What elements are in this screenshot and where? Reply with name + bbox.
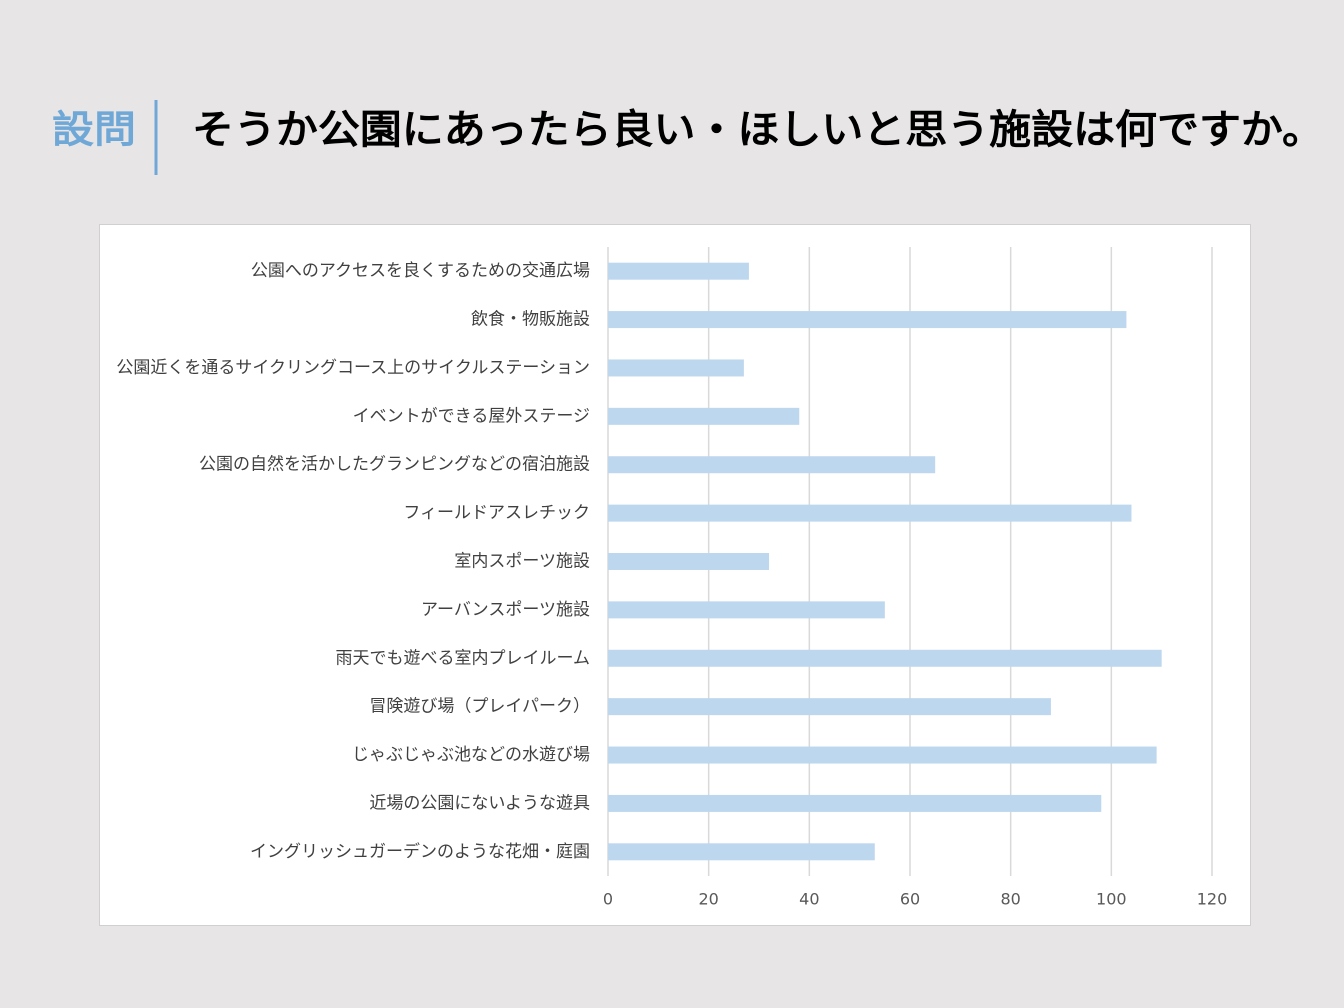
bar: [608, 843, 875, 861]
chart-panel: [99, 224, 1251, 926]
bar: [608, 746, 1157, 764]
chart-title: そうか公園にあったら良い・ほしいと思う施設は何ですか。: [192, 107, 1324, 153]
y-tick-label: じゃぶじゃぶ池などの水遊び場: [352, 745, 590, 765]
y-tick-label: 近場の公園にないような遊具: [369, 793, 590, 813]
y-tick-label: 雨天でも遊べる室内プレイルーム: [336, 648, 591, 668]
section-label: 設問: [52, 108, 136, 152]
bar: [608, 359, 744, 377]
y-tick-label: 公園の自然を活かしたグランピングなどの宿泊施設: [199, 455, 590, 475]
bar: [608, 407, 800, 425]
y-tick-label: 室内スポーツ施設: [454, 552, 590, 572]
x-tick-label: 60: [900, 890, 920, 909]
bar: [608, 456, 936, 474]
bar: [608, 311, 1127, 329]
x-tick-label: 20: [698, 890, 718, 909]
x-tick-label: 80: [1000, 890, 1020, 909]
x-tick-label: 40: [799, 890, 819, 909]
x-tick-label: 120: [1197, 890, 1228, 909]
y-tick-label: フィールドアスレチック: [403, 503, 590, 523]
bar: [608, 504, 1132, 522]
y-tick-label: イベントができる屋外ステージ: [353, 406, 590, 426]
y-tick-label: イングリッシュガーデンのような花畑・庭園: [250, 841, 590, 862]
y-tick-label: 冒険遊び場（プレイパーク）: [369, 697, 590, 717]
bar: [608, 649, 1162, 667]
y-tick-label: アーバンスポーツ施設: [421, 600, 590, 620]
bar: [608, 553, 770, 570]
x-tick-label: 0: [603, 890, 613, 909]
y-tick-label: 公園へのアクセスを良くするための交通広場: [251, 261, 590, 281]
x-tick-label: 100: [1096, 890, 1127, 909]
bar: [608, 262, 749, 280]
y-tick-label: 飲食・物販施設: [471, 310, 590, 330]
bar: [608, 698, 1051, 716]
bar: [608, 794, 1102, 812]
bar: [608, 601, 885, 619]
y-tick-label: 公園近くを通るサイクリングコース上のサイクルステーション: [116, 358, 590, 378]
